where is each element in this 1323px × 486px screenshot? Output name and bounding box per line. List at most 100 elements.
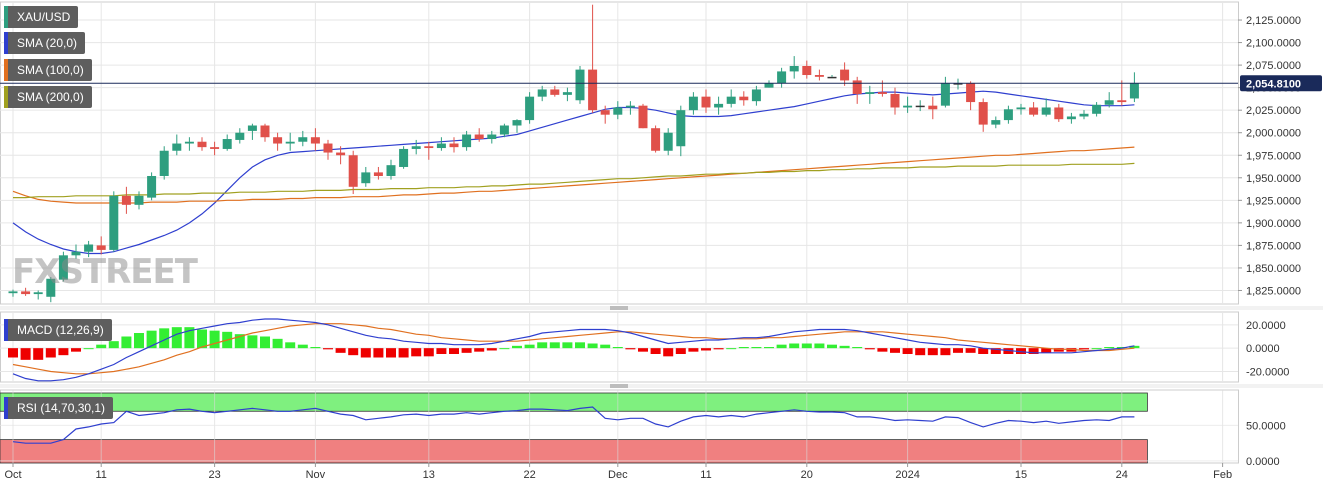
legend-sma-20[interactable]: SMA (20,0) [4, 32, 86, 54]
candle-body-54 [688, 96, 698, 111]
macd-hist-bar-86 [1091, 348, 1102, 350]
price-panel[interactable]: 2,125.00002,100.00002,075.00002,050.0000… [0, 1, 1323, 388]
candle-body-10 [134, 195, 144, 205]
candle-body-25 [323, 143, 333, 153]
candle-body-4 [58, 255, 68, 280]
macd-hist-bar-64 [814, 343, 825, 349]
candle-body-42 [537, 89, 547, 97]
macd-hist-bar-80 [1016, 348, 1026, 354]
candle-body-62 [789, 66, 799, 72]
candle-body-59 [751, 89, 761, 102]
x-tick-label-10: 15 [1015, 469, 1027, 481]
macd-hist-bar-4 [58, 348, 69, 356]
macd-hist-bar-28 [360, 348, 371, 358]
candle-body-84 [1066, 116, 1076, 120]
macd-hist-bar-48 [612, 347, 623, 349]
macd-hist-bar-10 [134, 333, 144, 349]
candle-body-33 [424, 146, 434, 149]
macd-hist-bar-25 [323, 348, 333, 350]
panel-divider-1 [0, 384, 1323, 388]
macd-hist-bar-71 [902, 348, 913, 354]
macd-hist-bar-2 [33, 348, 44, 360]
macd-hist-bar-1 [20, 348, 31, 360]
x-tick-label-9: 2024 [895, 469, 919, 481]
macd-hist-bar-16 [209, 330, 220, 349]
macd-hist-bar-72 [915, 348, 926, 356]
price-tick-label-2: 2,075.0000 [1246, 60, 1301, 72]
candle-body-88 [1117, 100, 1127, 103]
macd-hist-bar-77 [978, 348, 989, 354]
x-tick-label-11: 24 [1116, 469, 1128, 481]
macd-hist-bar-63 [801, 343, 812, 349]
candle-body-75 [953, 83, 963, 85]
candle-body-30 [386, 165, 396, 176]
candle-body-50 [638, 105, 648, 129]
legend-macd[interactable]: MACD (12,26,9) [4, 319, 112, 341]
price-tick-label-1: 2,100.0000 [1246, 38, 1301, 50]
macd-hist-bar-74 [940, 348, 951, 356]
candle-body-58 [739, 96, 749, 101]
rsi-panel[interactable]: 50.0000 0.0000 [0, 389, 1286, 468]
macd-hist-bar-57 [726, 348, 737, 350]
legend-rsi[interactable]: RSI (14,70,30,1) [4, 397, 114, 419]
x-tick-label-8: 20 [801, 469, 813, 481]
candle-body-35 [449, 143, 459, 148]
macd-hist-bar-18 [234, 334, 245, 349]
candle-body-66 [840, 69, 850, 81]
candle-body-78 [991, 120, 1001, 125]
candle-body-89 [1129, 83, 1139, 99]
candle-body-5 [71, 251, 81, 256]
macd-hist-bar-84 [1066, 348, 1077, 352]
legend-label-sma-20: SMA (20,0) [17, 36, 78, 50]
candle-body-68 [865, 92, 875, 94]
candle-body-9 [121, 195, 131, 205]
macd-hist-bar-87 [1104, 347, 1115, 349]
candle-body-20 [260, 125, 270, 138]
candle-body-48 [613, 107, 623, 115]
candle-body-31 [399, 148, 409, 167]
candle-body-53 [676, 110, 686, 147]
macd-hist-bar-58 [738, 347, 749, 349]
candle-body-52 [663, 132, 673, 151]
macd-hist-bar-6 [83, 348, 94, 350]
macd-hist-bar-45 [575, 342, 585, 349]
legend-sma-200[interactable]: SMA (200,0) [4, 86, 92, 108]
candle-body-57 [726, 96, 736, 104]
macd-hist-bar-11 [146, 330, 157, 349]
rsi-overbought-zone [0, 392, 1148, 412]
macd-hist-bar-21 [272, 338, 283, 349]
legend-sma-100[interactable]: SMA (100,0) [4, 59, 92, 81]
legend-label-xauusd: XAU/USD [17, 10, 71, 24]
candle-body-86 [1092, 104, 1102, 114]
watermark-text: FXSTREET [12, 252, 198, 292]
legend-label-sma-200: SMA (200,0) [17, 90, 84, 104]
macd-signal-line [12, 323, 1135, 375]
macd-hist-bar-37 [474, 348, 485, 352]
candle-body-14 [184, 141, 194, 144]
macd-tick-label-2: -20.0000 [1246, 367, 1289, 379]
candle-body-1 [21, 291, 31, 295]
candle-body-6 [84, 244, 94, 252]
macd-tick-label-0: 20.0000 [1246, 320, 1286, 332]
x-tick-label-2: 23 [208, 469, 220, 481]
candle-body-36 [462, 134, 472, 148]
macd-hist-bar-35 [449, 348, 459, 354]
candle-body-40 [512, 120, 522, 126]
macd-hist-bar-83 [1053, 348, 1064, 352]
candle-body-81 [1029, 107, 1039, 115]
candle-body-39 [499, 125, 509, 135]
candle-body-3 [46, 278, 56, 297]
macd-hist-bar-27 [348, 348, 359, 356]
candle-body-34 [436, 143, 446, 149]
candle-body-18 [235, 132, 245, 140]
macd-hist-bar-20 [260, 336, 270, 349]
candle-body-49 [625, 105, 635, 108]
candle-body-41 [525, 96, 535, 121]
sma-line-2 [13, 162, 1135, 199]
macd-panel[interactable]: 20.0000 0.0000 -20.0000 [0, 311, 1289, 383]
macd-panel-frame [0, 311, 1239, 383]
sma-line-1 [12, 146, 1135, 204]
candle-body-37 [474, 134, 484, 140]
legend-xauusd[interactable]: XAU/USD [4, 6, 79, 28]
